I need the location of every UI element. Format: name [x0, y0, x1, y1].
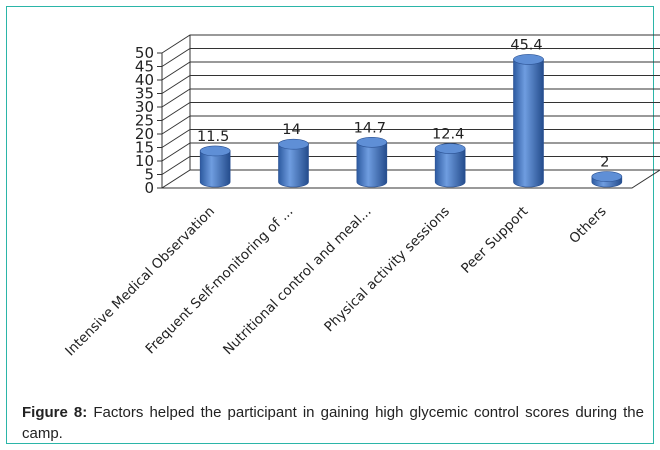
gridline — [161, 156, 660, 175]
bar — [591, 171, 623, 188]
x-tick-label: Others — [566, 204, 609, 247]
figure-caption-text: Factors helped the participant in gainin… — [22, 404, 644, 442]
data-label: 14 — [282, 122, 300, 138]
bar-top — [278, 138, 309, 150]
bar — [513, 54, 544, 188]
gridline — [161, 48, 660, 67]
gridline — [161, 142, 660, 162]
data-labels: 11.5 14 14.7 12.4 45.4 2 — [197, 37, 609, 170]
axes — [157, 35, 660, 189]
bar-top — [434, 143, 466, 154]
gridline — [161, 129, 660, 148]
gridline — [161, 88, 660, 108]
bar — [434, 143, 466, 188]
figure-caption: Figure 8: Factors helped the participant… — [22, 402, 644, 444]
bars — [199, 54, 623, 188]
x-tick-label: Intensive Medical Observation — [62, 204, 218, 360]
data-label: 11.5 — [197, 129, 229, 145]
y-tick-label: 5 — [144, 166, 154, 184]
x-tick-label: Peer Support — [458, 204, 531, 277]
y-tick-label: 40 — [135, 71, 154, 89]
data-label: 14.7 — [354, 120, 386, 136]
y-tick-label: 20 — [135, 125, 154, 143]
data-label: 12.4 — [432, 127, 464, 143]
y-tick-label: 45 — [135, 58, 154, 76]
y-tick-label: 25 — [135, 112, 154, 130]
bar-body — [356, 142, 388, 188]
gridline — [161, 34, 660, 54]
bar — [356, 137, 388, 188]
gridline — [161, 61, 660, 81]
x-tick-label: Physical activity sessions — [321, 204, 453, 336]
bar — [199, 145, 231, 188]
chart-floor — [160, 169, 660, 189]
x-tick-label: Frequent Self-monitoring of ... — [142, 204, 296, 358]
figure-caption-label: Figure 8: — [22, 404, 88, 421]
y-tick-label: 10 — [135, 152, 154, 170]
bar-top — [199, 145, 231, 157]
bar-body — [278, 143, 309, 188]
y-tick-label: 15 — [135, 139, 154, 157]
figure-frame — [6, 6, 654, 444]
y-tick-label: 35 — [135, 85, 154, 103]
y-tick-label: 0 — [144, 179, 154, 197]
bar-body — [199, 150, 231, 188]
data-label: 2 — [600, 155, 609, 171]
bar — [278, 138, 309, 188]
gridline — [161, 115, 660, 135]
y-tick-label: 50 — [135, 44, 154, 62]
bar-top — [513, 54, 544, 65]
bar-top — [356, 137, 388, 148]
x-tick-label: Nutritional control and meal... — [220, 204, 375, 359]
bar-body — [513, 59, 544, 188]
bar-body — [434, 148, 466, 188]
grid-lines — [161, 34, 660, 175]
bar-top — [591, 171, 623, 182]
gridline — [161, 75, 660, 94]
data-label: 45.4 — [510, 37, 542, 53]
gridline — [161, 102, 660, 121]
y-tick-label: 30 — [135, 98, 154, 116]
